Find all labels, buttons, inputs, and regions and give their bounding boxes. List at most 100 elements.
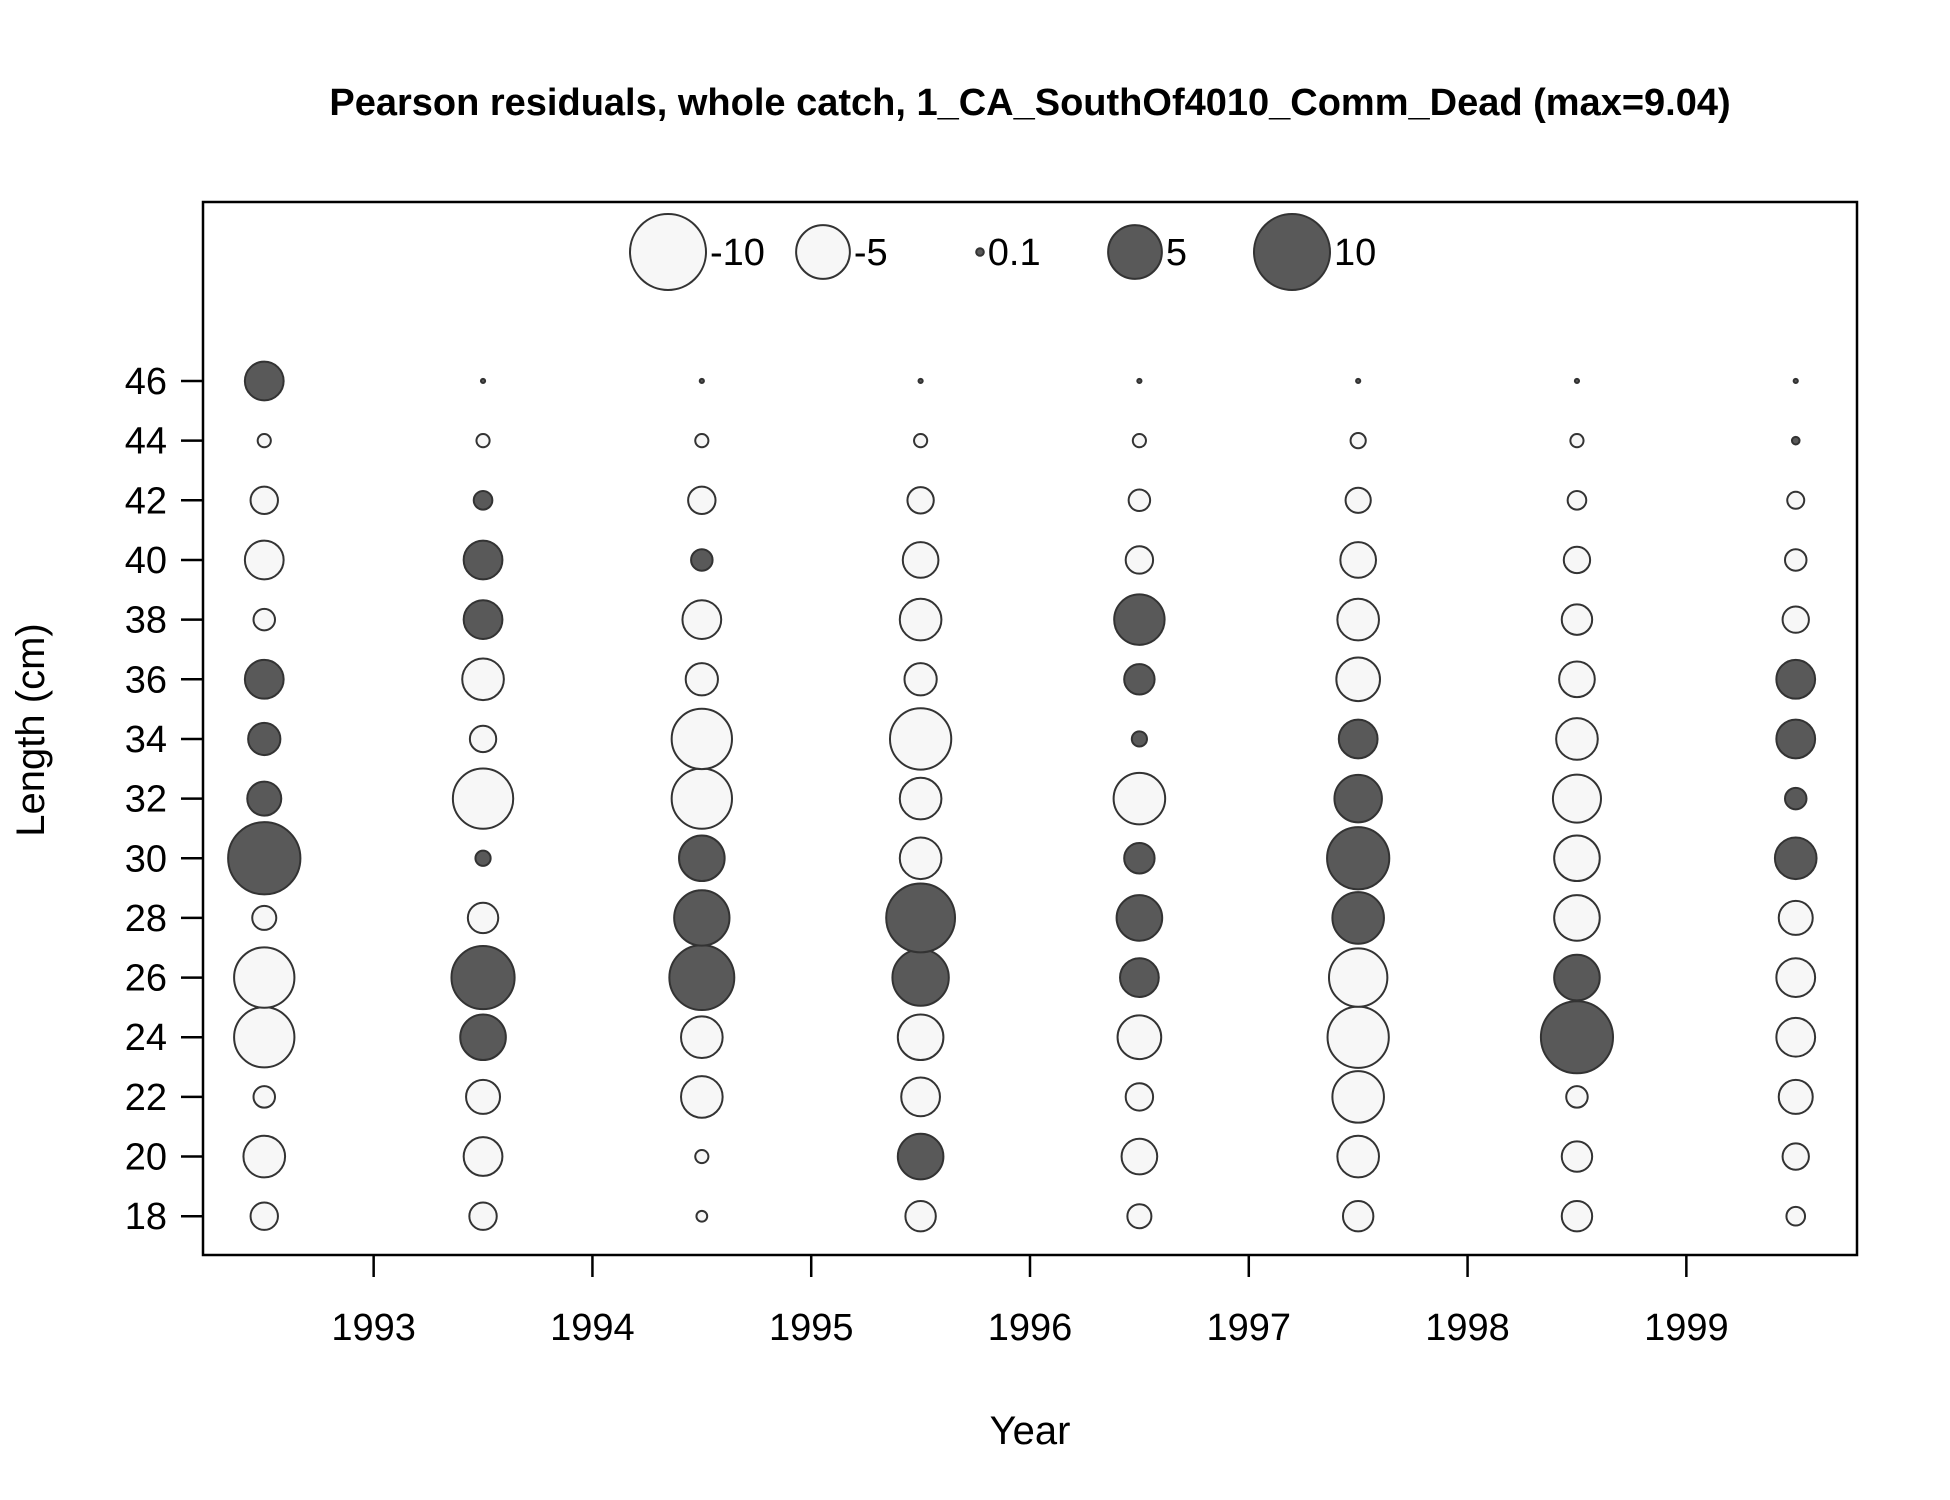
residual-bubble xyxy=(1539,1000,1615,1075)
residual-bubble xyxy=(668,944,736,1012)
residual-bubble xyxy=(1120,1137,1159,1176)
residual-bubble xyxy=(1783,786,1808,811)
residual-bubble xyxy=(1333,773,1383,824)
residual-bubble xyxy=(684,662,719,697)
residual-bubble xyxy=(1123,663,1156,696)
residual-bubble xyxy=(1573,377,1581,385)
residual-bubble xyxy=(1341,1200,1375,1233)
residual-bubble xyxy=(252,1085,277,1109)
residual-bubble xyxy=(249,485,279,516)
residual-bubble xyxy=(1781,1142,1810,1171)
x-tick-label: 1999 xyxy=(1644,1307,1729,1349)
y-tick-label: 26 xyxy=(125,958,167,1000)
residual-bubble xyxy=(690,548,714,572)
x-tick-label: 1995 xyxy=(769,1307,854,1349)
residual-bubble xyxy=(891,948,950,1007)
residual-bubble xyxy=(1565,1085,1589,1109)
residual-bubble xyxy=(1331,891,1385,945)
x-tick-label: 1997 xyxy=(1207,1307,1292,1349)
y-tick-label: 32 xyxy=(125,779,167,821)
residual-bubble xyxy=(1560,1140,1594,1173)
bubble-layer xyxy=(227,360,1818,1233)
legend-label: -10 xyxy=(710,232,765,274)
residual-bubble xyxy=(472,489,494,511)
legend-label: 0.1 xyxy=(988,232,1041,274)
residual-bubble xyxy=(465,1078,502,1115)
residual-bubble xyxy=(917,377,924,385)
legend-bubble xyxy=(795,224,851,280)
residual-bubble xyxy=(251,904,278,931)
axes-layer: 1993 1994 1995 1996 1997 1998 1999 18 20 22 24 26 28… xyxy=(125,361,1729,1349)
legend-label: -5 xyxy=(854,232,888,274)
residual-bubble xyxy=(1785,1205,1807,1227)
residual-bubble xyxy=(885,882,957,954)
residual-bubble xyxy=(694,1148,710,1165)
residual-bubble xyxy=(695,1209,709,1223)
x-tick-label: 1996 xyxy=(988,1307,1073,1349)
residual-bubble xyxy=(1112,771,1167,826)
residual-bubble xyxy=(1775,1016,1817,1058)
legend-label: 10 xyxy=(1334,232,1376,274)
residual-bubble xyxy=(1127,488,1152,513)
y-tick-label: 38 xyxy=(125,600,167,642)
residual-bubble xyxy=(1344,486,1372,514)
y-axis-label: Length (cm) xyxy=(9,623,53,836)
residual-bubble xyxy=(233,946,296,1009)
residual-bubble xyxy=(475,433,491,449)
residual-bubble xyxy=(1786,490,1806,510)
residual-bubble xyxy=(1777,899,1814,936)
residual-bubble xyxy=(1553,894,1601,942)
residual-bubble xyxy=(1337,718,1379,760)
residual-bubble xyxy=(1124,1082,1155,1112)
residual-bubble xyxy=(451,767,515,830)
residual-bubble xyxy=(913,433,929,449)
residual-bubble xyxy=(1335,656,1382,703)
residual-bubble xyxy=(1130,730,1148,748)
residual-bubble xyxy=(1775,658,1817,700)
residual-bubble xyxy=(233,1006,296,1069)
residual-bubble xyxy=(1569,433,1585,449)
residual-bubble xyxy=(246,780,283,817)
residual-bubble xyxy=(888,707,953,771)
residual-bubble xyxy=(1331,1070,1385,1124)
residual-bubble xyxy=(466,901,500,935)
residual-bubble xyxy=(1792,377,1799,385)
residual-bubble xyxy=(687,485,717,516)
residual-bubble xyxy=(1327,947,1389,1008)
residual-bubble xyxy=(694,433,710,449)
legend-bubble xyxy=(975,247,985,257)
plot-frame xyxy=(201,200,1859,1257)
residual-bubble xyxy=(900,1076,941,1118)
residual-bubble xyxy=(462,599,504,640)
residual-bubble xyxy=(901,541,940,579)
residual-bubble xyxy=(461,657,505,702)
x-axis-label: Year xyxy=(990,1409,1071,1453)
residual-bubble xyxy=(670,767,733,830)
residual-bubble xyxy=(252,607,277,632)
y-tick-label: 36 xyxy=(125,659,167,701)
residual-bubble xyxy=(1126,1203,1153,1230)
y-tick-label: 44 xyxy=(125,421,167,463)
residual-bubble xyxy=(898,597,943,642)
legend-label: 5 xyxy=(1166,232,1187,274)
y-tick-label: 46 xyxy=(125,361,167,403)
residual-bubble xyxy=(896,1013,945,1062)
residual-bubble xyxy=(249,1201,279,1231)
y-tick-label: 34 xyxy=(125,719,167,761)
y-tick-label: 20 xyxy=(125,1137,167,1179)
residual-bubble xyxy=(1773,836,1818,881)
residual-bubble xyxy=(1116,1014,1163,1061)
residual-bubble xyxy=(247,721,282,757)
residual-bubble xyxy=(1136,377,1143,385)
y-tick-label: 18 xyxy=(125,1196,167,1238)
residual-bubble xyxy=(903,662,938,697)
residual-bubble xyxy=(1339,541,1377,579)
residual-bubble xyxy=(242,1134,287,1179)
residual-bubble xyxy=(678,834,726,883)
residual-bubble xyxy=(681,599,723,640)
residual-bubble xyxy=(898,776,943,821)
legend-bubble xyxy=(1107,224,1163,280)
y-tick-label: 30 xyxy=(125,838,167,880)
residual-bubble xyxy=(1326,1005,1390,1069)
